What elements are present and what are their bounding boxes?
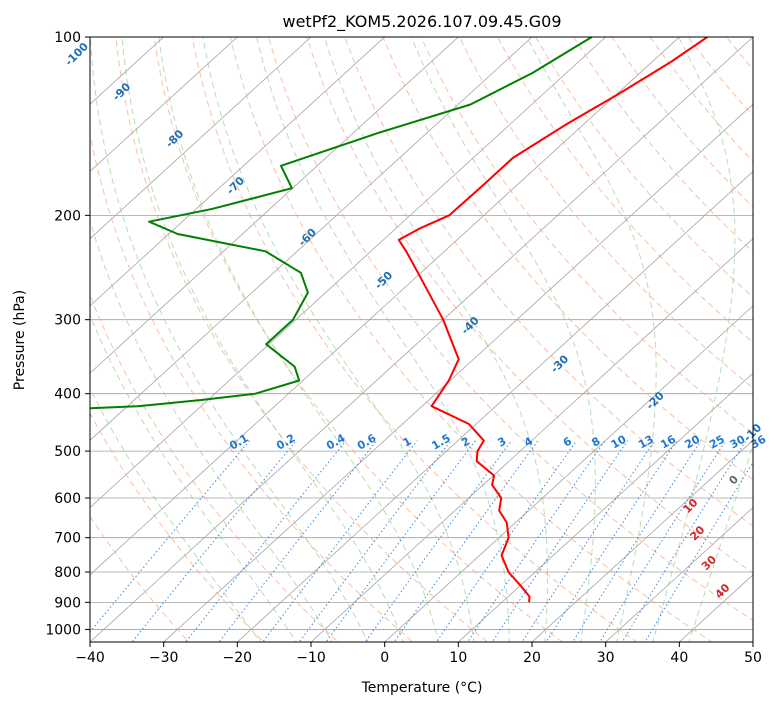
plot-frame	[89, 36, 754, 643]
isotherm-line	[90, 37, 680, 576]
mixing-ratio-line	[262, 440, 418, 642]
dry-adiabat-line	[420, 37, 753, 435]
y-tick-label: 100	[54, 30, 81, 46]
moist-adiabat-line	[158, 37, 440, 642]
moist-adiabat-line	[90, 313, 297, 642]
mixing-ratio-line	[131, 440, 297, 642]
x-tick-label: −30	[149, 650, 179, 666]
x-tick-label: 50	[744, 650, 762, 666]
dry-adiabat-line	[115, 37, 489, 642]
isotherm-line	[457, 372, 753, 642]
isotherm-line	[163, 103, 753, 642]
isotherm-line	[236, 170, 753, 642]
y-tick-label: 300	[54, 313, 81, 329]
isotherm-line	[90, 37, 607, 509]
y-tick-label: 900	[54, 595, 81, 611]
mixing-ratio-line	[521, 440, 656, 642]
chart-title: wetPf2_KOM5.2026.107.09.45.G09	[282, 12, 561, 32]
x-tick-label: 10	[449, 650, 467, 666]
y-tick-label: 200	[54, 208, 81, 224]
x-tick-label: −40	[75, 650, 105, 666]
dry-adiabat-line	[153, 37, 564, 642]
moist-adiabat-line	[202, 37, 475, 642]
y-tick-label: 700	[54, 531, 81, 547]
x-tick-label: −10	[296, 650, 326, 666]
isotherm-line	[531, 439, 753, 642]
x-tick-label: −20	[223, 650, 253, 666]
mixing-ratio-line	[644, 461, 753, 642]
moist-adiabat-line	[256, 37, 510, 642]
dry-adiabat-line	[306, 37, 753, 574]
x-axis-label: Temperature (°C)	[361, 680, 483, 696]
x-tick-label: 40	[670, 650, 688, 666]
mixing-ratio-line	[185, 440, 347, 642]
temperature-profile-line	[397, 37, 708, 603]
x-tick-label: 0	[380, 650, 389, 666]
y-tick-label: 1000	[45, 622, 81, 638]
mixing-ratio-line	[572, 440, 702, 642]
isotherm-line	[605, 507, 753, 642]
dry-adiabat-line	[90, 131, 414, 642]
mixing-ratio-line	[364, 440, 512, 642]
mixing-ratio-line	[545, 440, 678, 642]
x-tick-label: 30	[597, 650, 615, 666]
y-tick-label: 600	[54, 491, 81, 507]
y-tick-label: 400	[54, 387, 81, 403]
dry-adiabat-line	[344, 37, 753, 527]
moist-adiabat-line	[652, 37, 736, 642]
y-tick-label: 800	[54, 565, 81, 581]
dry-adiabat-line	[90, 293, 339, 642]
y-axis-label: Pressure (hPa)	[12, 290, 28, 390]
dry-adiabat-line	[229, 37, 713, 642]
isotherm-line	[384, 305, 753, 642]
isotherm-line	[90, 37, 386, 307]
y-tick-label: 500	[54, 444, 81, 460]
isotherm-line	[90, 37, 238, 172]
dry-adiabat-line	[191, 37, 638, 642]
dewpoint-profile-line	[90, 37, 593, 410]
mixing-ratio-line	[466, 440, 606, 642]
moist-adiabat-line	[688, 443, 753, 642]
mixing-ratio-line	[491, 440, 629, 642]
moist-adiabat-line	[411, 37, 596, 642]
moist-adiabat-line	[90, 387, 261, 642]
isotherm-line	[310, 238, 753, 642]
mixing-ratio-line	[393, 440, 539, 642]
isotherm-line	[90, 37, 312, 240]
moist-adiabat-line	[323, 37, 548, 642]
isotherm-line	[90, 37, 459, 374]
isotherm-line	[90, 37, 533, 441]
dry-adiabat-line	[382, 37, 753, 481]
moist-adiabat-line	[90, 37, 369, 642]
isotherm-line	[90, 37, 753, 642]
moist-adiabat-line	[121, 37, 404, 642]
mixing-ratio-line	[218, 440, 378, 642]
mixing-ratio-line	[90, 440, 250, 633]
moist-adiabat-line	[526, 37, 657, 642]
dry-adiabat-line	[267, 37, 753, 622]
x-tick-label: 20	[523, 650, 541, 666]
